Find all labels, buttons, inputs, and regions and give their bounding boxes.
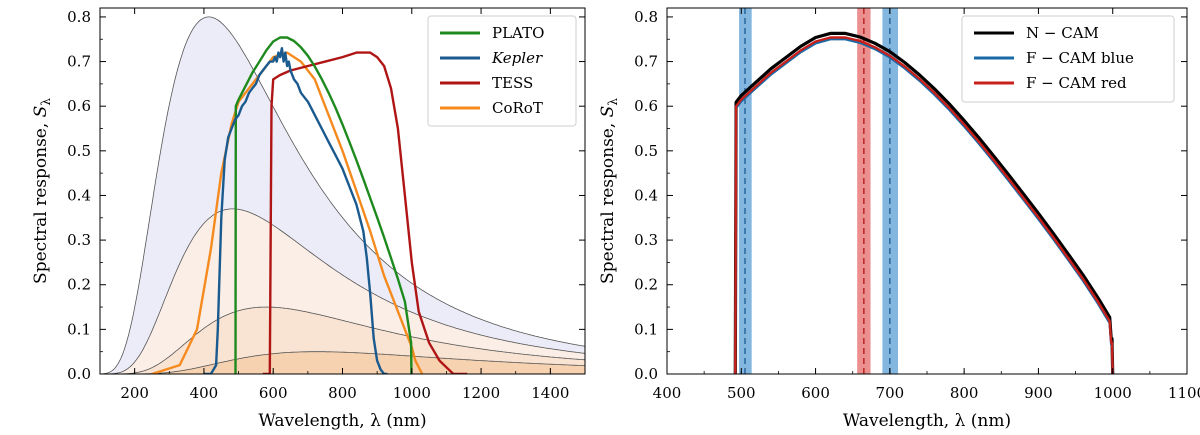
y-tick-label: 0.0: [67, 365, 91, 383]
legend-label-4: CoRoT: [492, 99, 543, 117]
legend-label-2: F − CAM blue: [1026, 49, 1134, 67]
y-tick-label: 0.8: [67, 8, 91, 26]
chart-panel-1: 200 400 600 800 1000 1200 1400 0.0 0.1 0.2 0.3 0.4 0…: [31, 7, 586, 431]
x-axis-title: Wavelength, λ (nm): [258, 411, 426, 431]
x-tick-label: 1000: [393, 384, 431, 402]
x-tick-label: 200: [120, 384, 149, 402]
plot-area-1: [100, 16, 585, 374]
blackbody-fill-4: [100, 351, 585, 374]
y-tick-label: 0.5: [67, 142, 91, 160]
series-line-tess: [262, 51, 468, 374]
legend-label-1: N − CAM: [1026, 24, 1099, 42]
legend-label-2: Kepler: [491, 49, 543, 67]
y-tick-label: 0.5: [634, 142, 658, 160]
y-tick-label: 0.0: [634, 365, 658, 383]
x-tick-label: 600: [259, 384, 288, 402]
y-tick-label: 0.7: [634, 53, 658, 71]
series-line-f-cam-red: [734, 36, 1114, 374]
legend-label-1: PLATO: [492, 24, 544, 42]
y-tick-label: 0.7: [67, 53, 91, 71]
y-tick-label: 0.2: [67, 276, 91, 294]
y-axis-title-subscript: λ: [606, 98, 620, 106]
x-tick-label: 900: [1024, 384, 1053, 402]
y-tick-label: 0.1: [634, 320, 658, 338]
y-tick-label: 0.2: [634, 276, 658, 294]
y-tick-label: 0.4: [67, 186, 91, 204]
blackbody-curve-2: [100, 208, 585, 374]
x-tick-label: 1000: [1094, 384, 1132, 402]
x-tick-label: 800: [328, 384, 357, 402]
y-tick-label: 0.3: [67, 231, 91, 249]
y-axis-title-main: Spectral response,: [31, 117, 51, 284]
y-axis-title: Spectral response, Sλ: [598, 98, 620, 284]
legend-box: [961, 15, 1175, 103]
x-tick-label: 800: [950, 384, 979, 402]
y-axis-title-symbol: S: [31, 106, 51, 118]
blackbody-curve-3: [100, 306, 585, 374]
legend-label-3: F − CAM red: [1026, 74, 1127, 92]
series-line-plato: [234, 36, 413, 374]
x-axis-title: Wavelength, λ (nm): [843, 411, 1011, 431]
x-tick-label: 500: [727, 384, 756, 402]
y-axis-title-main: Spectral response,: [598, 117, 618, 284]
legend-box: [427, 15, 577, 127]
blackbody-curve-1: [100, 16, 585, 374]
series-line-kepler: [203, 47, 388, 374]
legend-2: N − CAM F − CAM blue F − CAM red: [961, 15, 1175, 103]
y-axis-title-symbol: S: [598, 106, 618, 118]
y-tick-label: 0.3: [634, 231, 658, 249]
y-tick-label: 0.1: [67, 320, 91, 338]
x-tick-label: 1400: [531, 384, 569, 402]
blackbody-curve-4: [100, 351, 585, 374]
series-line-corot: [151, 51, 424, 374]
series-line-n-cam: [733, 31, 1115, 374]
x-tick-label: 1200: [462, 384, 500, 402]
x-tick-label: 700: [876, 384, 905, 402]
y-tick-label: 0.6: [67, 97, 91, 115]
legend-label-3: TESS: [492, 74, 533, 92]
y-tick-label: 0.6: [634, 97, 658, 115]
y-axis-title-subscript: λ: [39, 98, 53, 106]
blackbody-fill-3: [100, 307, 585, 374]
legend-1: PLATO Kepler TESS CoRoT: [427, 15, 577, 127]
plot-area-2: [733, 8, 1115, 374]
y-tick-label: 0.8: [634, 8, 658, 26]
x-tick-label: 400: [190, 384, 219, 402]
y-tick-label: 0.4: [634, 186, 658, 204]
x-tick-label: 600: [801, 384, 830, 402]
x-tick-label: 400: [653, 384, 682, 402]
y-axis-title: Spectral response, Sλ: [31, 98, 53, 284]
